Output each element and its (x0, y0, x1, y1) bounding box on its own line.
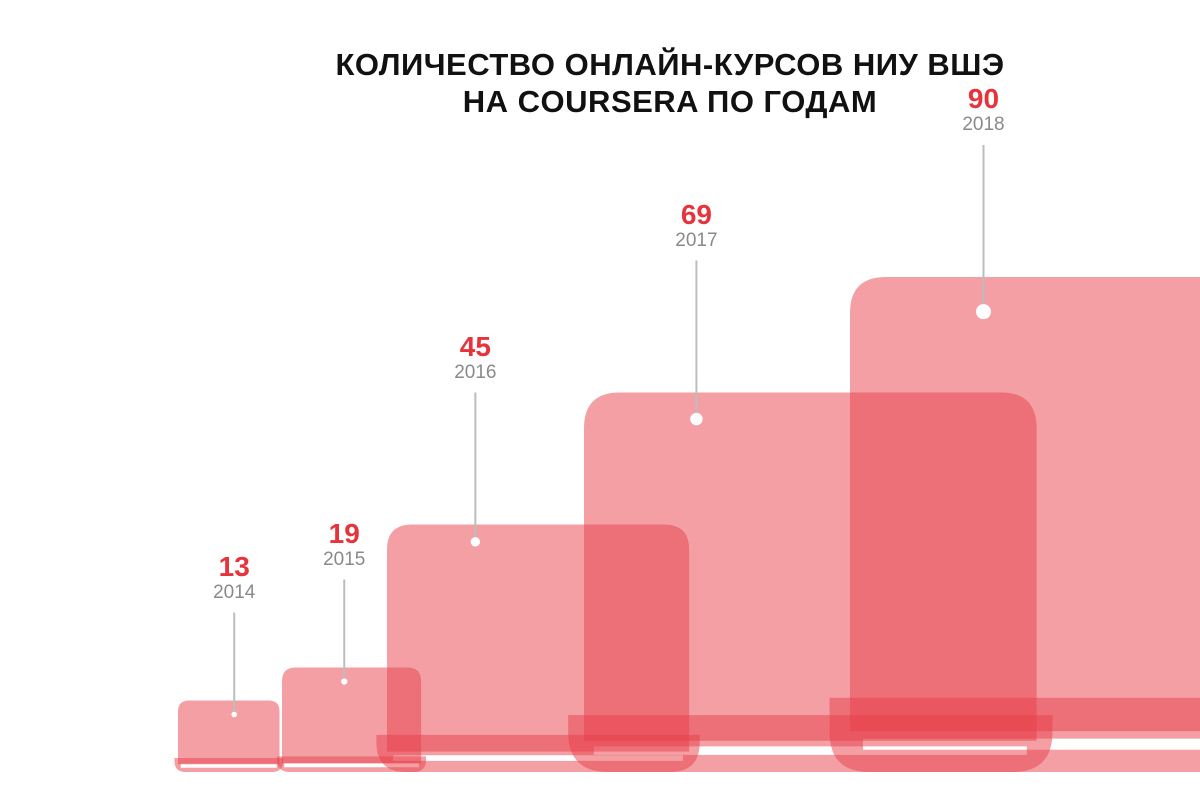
leader-dot-2017 (690, 412, 703, 426)
year-label: 2016 (454, 361, 497, 383)
value-label: 90 (967, 83, 1000, 114)
chart-title: КОЛИЧЕСТВО ОНЛАЙН-КУРСОВ НИУ ВШЭ НА COUR… (0, 46, 1200, 120)
laptop-screen-2014 (178, 700, 280, 765)
year-label: 2017 (675, 229, 718, 251)
leader-dot-2018 (975, 304, 991, 320)
data-label-2014: 13 2014 (174, 550, 294, 605)
laptop-base-2014 (174, 758, 284, 772)
chart-title-line-2: НА COURSERA ПО ГОДАМ (462, 84, 878, 119)
value-label: 13 (218, 550, 250, 582)
leader-dot-2014 (231, 711, 238, 718)
year-label: 2014 (213, 581, 256, 603)
laptop-base-2018 (829, 697, 1200, 772)
value-label: 69 (680, 198, 712, 230)
data-label-2016: 45 2016 (415, 330, 535, 385)
value-label: 45 (459, 330, 491, 362)
year-label: 2015 (323, 548, 366, 570)
chart-title-line-1: КОЛИЧЕСТВО ОНЛАЙН-КУРСОВ НИУ ВШЭ (335, 47, 1005, 82)
data-label-2015: 19 2015 (284, 517, 404, 572)
value-label: 19 (328, 517, 360, 549)
data-label-2018: 90 2018 (923, 85, 1043, 137)
year-label: 2018 (962, 114, 1005, 135)
laptop-2018 (829, 277, 1200, 772)
laptop-screen-2018 (850, 277, 1200, 732)
leader-dot-2016 (470, 537, 481, 547)
leader-dot-2015 (341, 678, 348, 685)
laptop-2014 (174, 700, 284, 772)
data-label-2017: 69 2017 (636, 198, 756, 253)
